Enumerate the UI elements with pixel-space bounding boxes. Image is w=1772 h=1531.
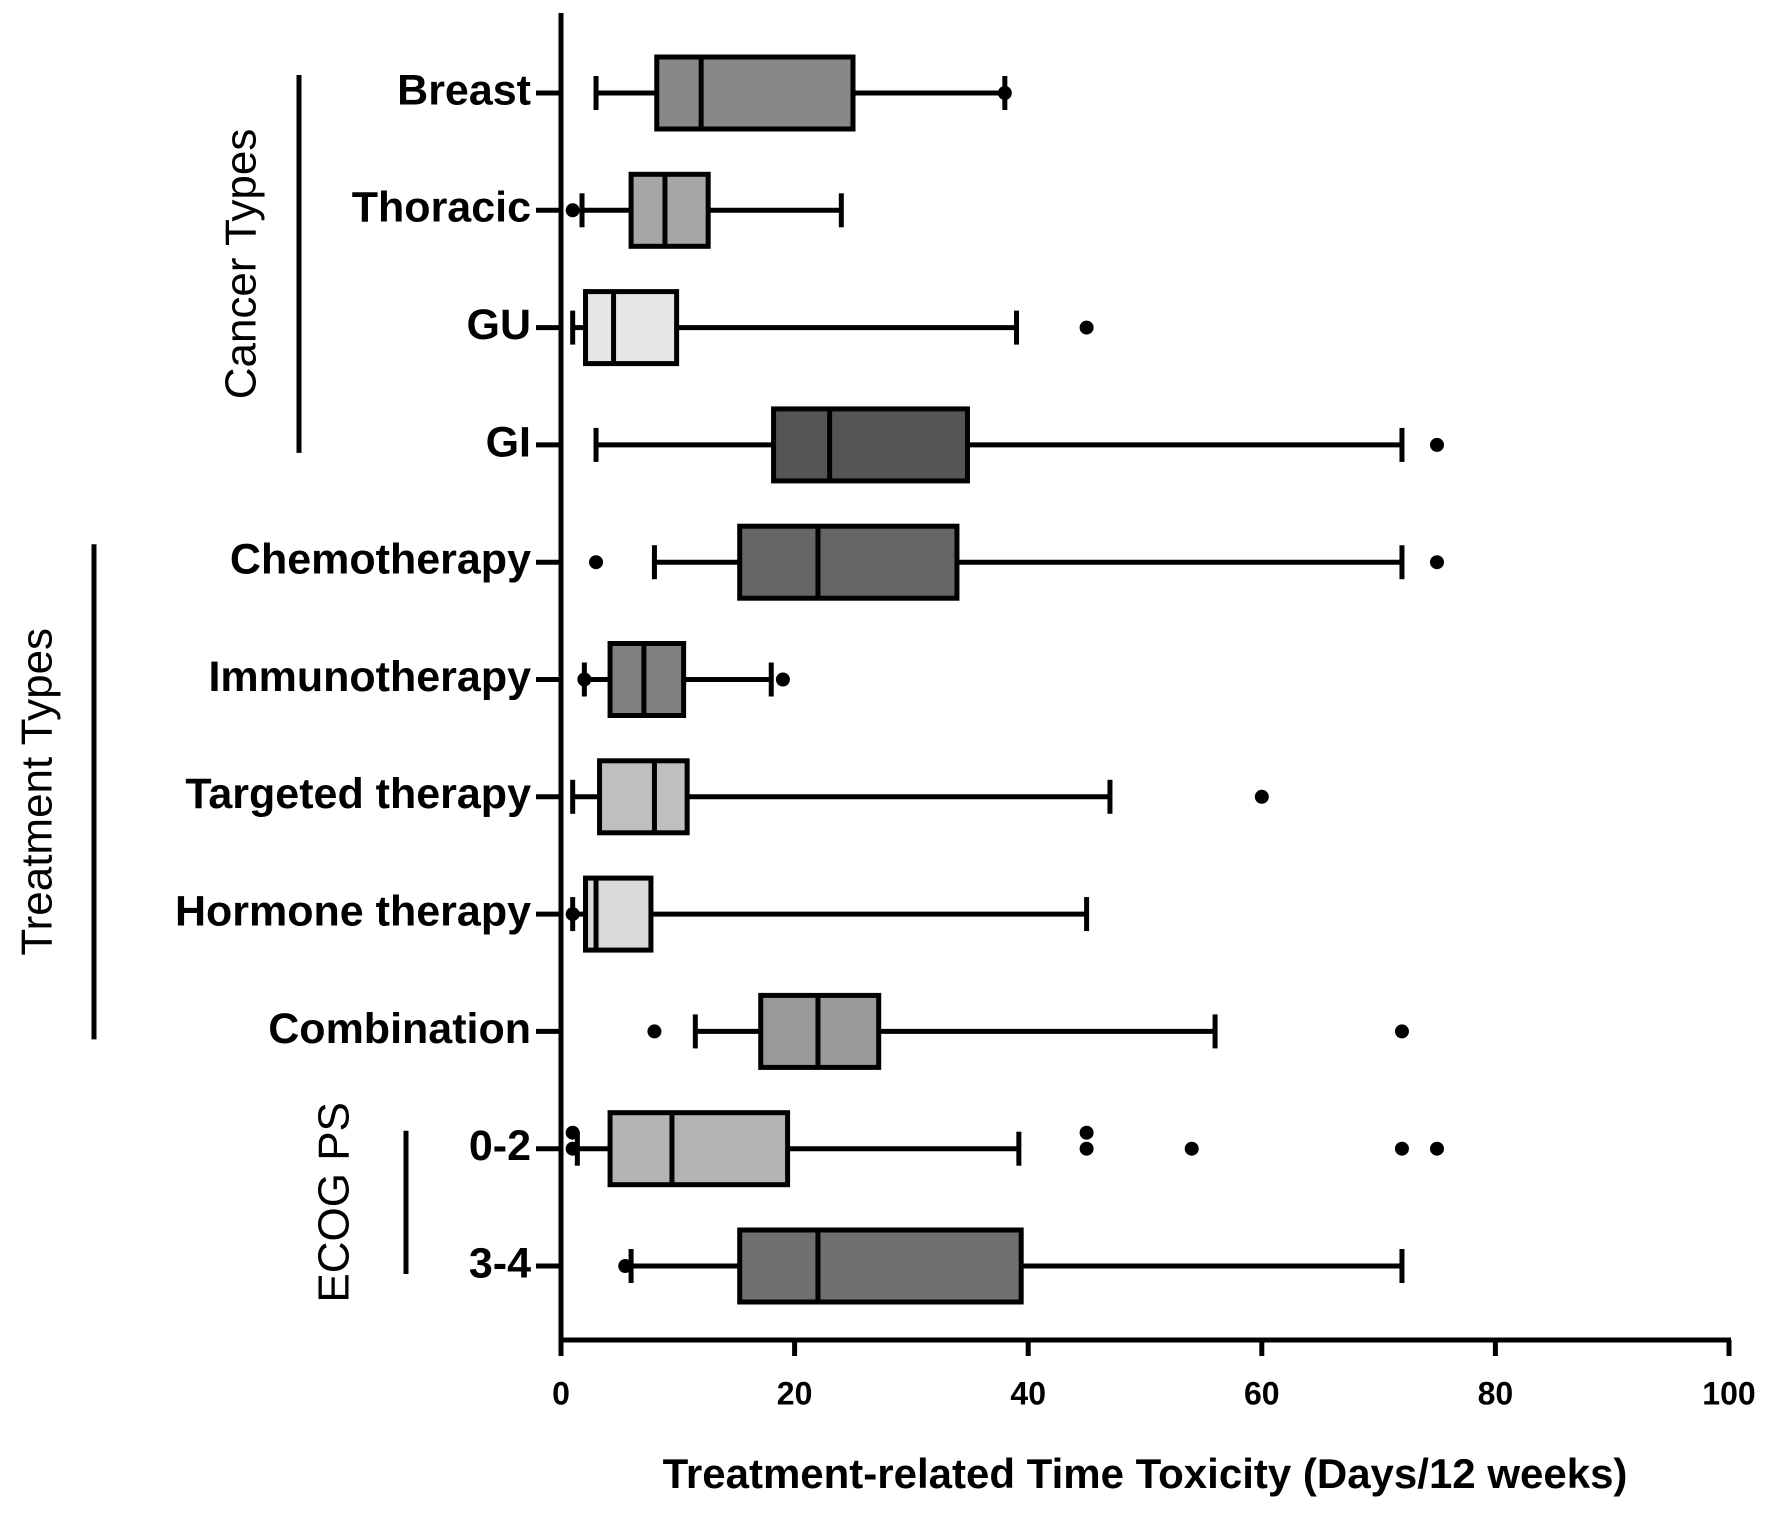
outlier (1394, 1024, 1409, 1039)
y-tick-label: Hormone therapy (175, 887, 531, 935)
y-tick-label: GU (467, 301, 532, 349)
x-tick-label: 80 (1478, 1375, 1514, 1411)
box (737, 523, 960, 601)
outlier (565, 1141, 580, 1156)
outlier (1254, 789, 1269, 804)
outlier (1184, 1141, 1199, 1156)
outlier (997, 86, 1012, 100)
x-axis-title: Treatment-related Time Toxicity (Days/12… (663, 1450, 1628, 1497)
outlier (1430, 1141, 1444, 1156)
group-label: ECOG PS (310, 1102, 359, 1303)
box (771, 406, 970, 484)
outlier (565, 907, 580, 922)
group-label: Cancer Types (217, 129, 266, 400)
x-tick-label: 100 (1702, 1375, 1755, 1411)
outlier (589, 555, 604, 570)
box (583, 289, 680, 367)
y-tick-label: 3-4 (469, 1239, 531, 1287)
outlier (1430, 555, 1444, 570)
outlier (1079, 1141, 1094, 1156)
box (607, 641, 687, 718)
outlier (1430, 437, 1444, 452)
outlier (618, 1259, 633, 1273)
box (607, 1110, 791, 1188)
outlier (565, 203, 580, 218)
outlier (1079, 320, 1094, 335)
group-label: Treatment Types (13, 628, 62, 956)
box (654, 54, 856, 132)
y-tick-label: Targeted therapy (185, 770, 531, 818)
y-tick-label: Chemotherapy (230, 536, 531, 584)
y-tick-label: Breast (397, 66, 531, 114)
y-tick-label: Thoracic (352, 184, 531, 232)
y-tick-label: GI (486, 418, 531, 466)
y-tick-label: Immunotherapy (208, 653, 531, 701)
outlier (577, 672, 592, 687)
outlier (1394, 1141, 1409, 1156)
x-tick-label: 20 (777, 1375, 813, 1411)
outlier (1079, 1125, 1094, 1140)
x-tick-label: 40 (1010, 1375, 1046, 1411)
box (737, 1227, 1024, 1305)
box (628, 171, 711, 249)
box (597, 758, 690, 836)
y-tick-label: 0-2 (469, 1122, 531, 1170)
outlier (775, 672, 790, 687)
y-tick-label: Combination (268, 1005, 531, 1053)
x-tick-label: 0 (552, 1375, 570, 1411)
outlier (565, 1125, 580, 1140)
outlier (647, 1024, 662, 1039)
x-tick-label: 60 (1244, 1375, 1280, 1411)
